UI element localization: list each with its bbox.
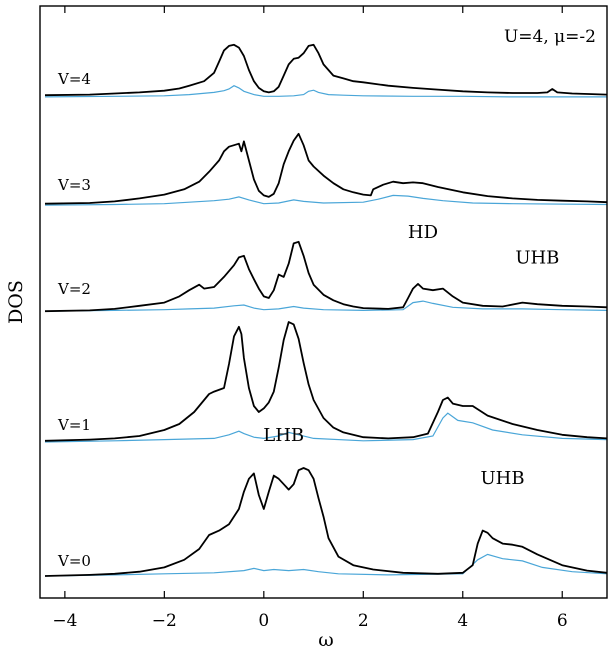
total-dos-line [44, 240, 608, 313]
x-axis-ticks: −4 −2 0 2 4 6 [52, 6, 568, 631]
total-dos-line [44, 467, 608, 577]
y-axis-label: DOS [5, 280, 27, 324]
x-axis-label: ω [318, 629, 334, 650]
plot-frame [39, 5, 608, 599]
band-annotation: UHB [515, 248, 559, 269]
panel-v-1: V=1 [44, 321, 608, 443]
x-tick-label: −2 [152, 611, 177, 631]
total-dos-line [44, 132, 608, 205]
total-dos-line [44, 43, 608, 97]
band-annotation: HD [408, 222, 438, 243]
partial-dos-line [44, 194, 608, 206]
panel-label: V=2 [57, 280, 91, 298]
panel-label: V=1 [57, 416, 91, 434]
panel-v-4: V=4 [44, 43, 608, 98]
x-tick-label: 4 [457, 611, 468, 631]
partial-dos-line [44, 412, 608, 443]
panel-label: V=3 [57, 176, 91, 194]
x-tick-label: −4 [52, 611, 77, 631]
partial-dos-line [44, 553, 608, 577]
x-tick-label: 2 [358, 611, 369, 631]
partial-dos-line [44, 85, 607, 98]
x-tick-label: 0 [258, 611, 269, 631]
panel-v-3: V=3 [44, 132, 608, 206]
panel-v-2: V=2 [44, 240, 608, 313]
band-annotation: UHB [480, 468, 524, 489]
band-annotation: LHB [263, 425, 304, 446]
panel-v-0: V=0 [44, 467, 608, 577]
total-dos-line [44, 321, 608, 442]
x-tick-label: 6 [557, 611, 568, 631]
corner-annotation: U=4, μ=-2 [504, 27, 596, 47]
panel-label: V=4 [57, 70, 91, 88]
dos-panels: V=4 V=3 V=2 V=1 V=0 HD UHB LHB UHB [44, 43, 608, 577]
partial-dos-line [44, 300, 608, 312]
panel-label: V=0 [57, 552, 91, 570]
